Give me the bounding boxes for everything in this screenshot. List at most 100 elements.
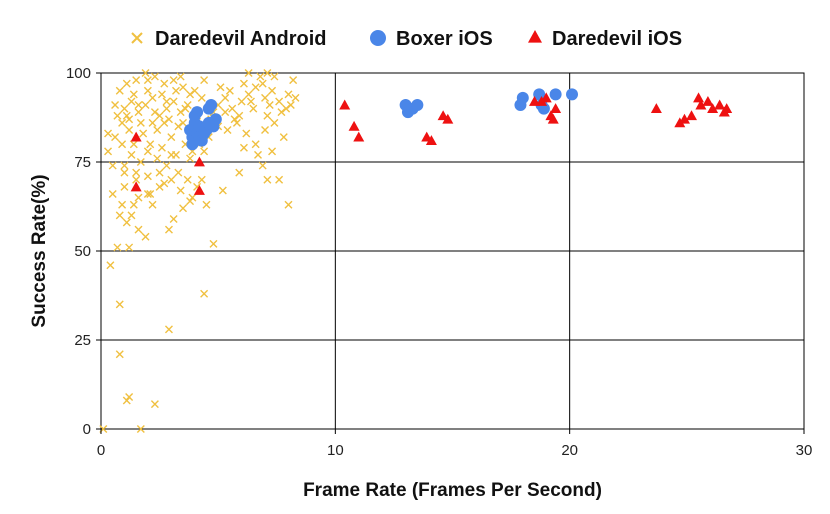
point-x-0-101	[256, 72, 265, 81]
point-x-0-97	[169, 76, 178, 85]
point-x-0-18	[186, 197, 195, 206]
point-x-0-152	[282, 104, 291, 113]
point-x-0-10	[113, 243, 122, 252]
point-x-0-112	[239, 79, 248, 88]
point-x-0-110	[216, 83, 225, 92]
x-tick-label: 10	[327, 442, 344, 459]
point-x-0-103	[270, 72, 279, 81]
point-x-0-115	[122, 111, 131, 120]
legend-label: Boxer iOS	[396, 28, 493, 50]
point-x-0-147	[181, 104, 190, 113]
point-x-0-83	[237, 97, 246, 106]
point-x-0-118	[164, 115, 173, 124]
point-x-0-12	[209, 239, 218, 248]
x-tick-label: 0	[97, 442, 105, 459]
point-triangle-2-5	[348, 120, 360, 131]
point-x-0-6	[164, 325, 173, 334]
point-x-0-84	[244, 90, 253, 99]
point-x-0-92	[122, 79, 131, 88]
point-x-0-25	[155, 182, 164, 191]
point-x-0-66	[113, 111, 122, 120]
point-x-0-39	[153, 154, 162, 163]
point-x-0-144	[134, 101, 143, 110]
point-x-0-93	[132, 76, 141, 85]
point-x-0-1	[136, 425, 145, 433]
point-x-0-140	[160, 179, 169, 188]
point-x-0-87	[268, 86, 277, 95]
point-x-0-69	[134, 108, 143, 117]
point-x-0-40	[162, 161, 171, 170]
point-x-0-73	[162, 104, 171, 113]
series-daredevil-android	[99, 69, 300, 433]
point-x-0-111	[225, 86, 234, 95]
point-x-0-65	[279, 133, 288, 142]
plot-area	[99, 69, 805, 433]
point-x-0-138	[132, 175, 141, 184]
point-x-0-19	[202, 200, 211, 209]
point-x-0-133	[200, 147, 209, 156]
point-x-0-153	[286, 101, 295, 110]
point-x-0-63	[261, 125, 270, 134]
point-x-0-129	[143, 147, 152, 156]
point-circle-1-28	[566, 88, 579, 101]
y-axis-title: Success Rate(%)	[29, 174, 50, 327]
point-x-0-157	[155, 168, 164, 177]
point-circle-1-27	[549, 88, 562, 101]
point-x-0-88	[275, 97, 284, 106]
point-x-0-146	[162, 97, 171, 106]
point-x-0-127	[118, 140, 127, 149]
point-x-0-78	[197, 93, 206, 102]
point-x-0-82	[228, 104, 237, 113]
point-x-0-91	[291, 93, 300, 102]
legend-marker-triangle	[528, 30, 542, 43]
point-x-0-105	[129, 90, 138, 99]
point-triangle-2-1	[130, 181, 142, 192]
point-circle-1-21	[411, 99, 424, 112]
series-layer	[99, 69, 733, 433]
point-x-0-45	[118, 118, 127, 127]
point-x-0-59	[223, 125, 232, 134]
gridlines	[101, 73, 804, 429]
y-tick-label: 75	[74, 154, 91, 171]
point-x-0-90	[289, 76, 298, 85]
point-x-0-124	[249, 104, 258, 113]
point-x-0-100	[244, 69, 253, 77]
point-circle-1-17	[202, 116, 215, 129]
point-x-0-62	[251, 140, 260, 149]
legend-item-daredevil-android: Daredevil Android	[131, 28, 327, 50]
point-circle-1-12	[205, 99, 218, 112]
point-x-0-161	[134, 225, 143, 234]
y-tick-label: 50	[74, 243, 91, 260]
point-x-0-102	[263, 69, 272, 77]
point-x-0-141	[176, 186, 185, 195]
point-triangle-2-19	[678, 113, 690, 124]
point-triangle-2-15	[547, 113, 559, 124]
point-triangle-2-2	[193, 156, 205, 167]
point-x-0-49	[146, 140, 155, 149]
point-x-0-164	[176, 72, 185, 81]
point-x-0-98	[179, 83, 188, 92]
point-x-0-114	[111, 101, 120, 110]
y-tick-label: 25	[74, 332, 91, 349]
point-x-0-29	[235, 168, 244, 177]
point-x-0-132	[186, 154, 195, 163]
point-x-0-23	[134, 193, 143, 202]
point-x-0-13	[122, 218, 131, 227]
point-x-0-21	[118, 200, 127, 209]
x-axis-ticks: 0 10 20 30	[97, 429, 813, 459]
point-triangle-2-25	[714, 99, 726, 110]
point-x-0-17	[179, 204, 188, 213]
point-x-0-2	[150, 400, 159, 409]
point-x-0-99	[200, 76, 209, 85]
point-x-0-156	[136, 158, 145, 166]
point-x-0-35	[108, 161, 117, 170]
point-x-0-117	[150, 108, 159, 117]
point-x-0-53	[174, 122, 183, 131]
point-x-0-36	[120, 161, 129, 170]
point-x-0-158	[167, 150, 176, 159]
point-x-0-64	[270, 118, 279, 127]
point-triangle-2-17	[650, 103, 662, 113]
x-tick-label: 30	[796, 442, 813, 459]
point-x-0-123	[235, 111, 244, 120]
